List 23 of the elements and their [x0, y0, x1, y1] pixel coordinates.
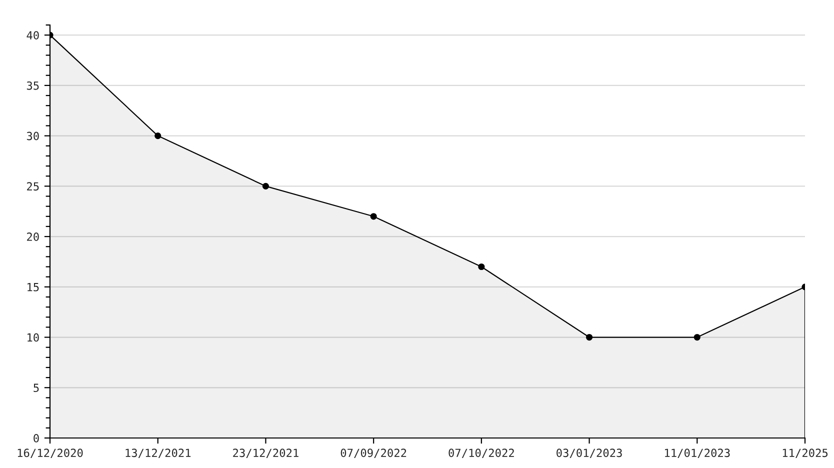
point: [478, 263, 485, 270]
point: [586, 334, 593, 341]
point: [370, 213, 377, 220]
y-tick-label: 20: [27, 232, 39, 241]
x-tick-label: 16/12/2020: [18, 448, 83, 458]
y-tick-label: 25: [27, 182, 39, 191]
x-tick-label: 07/09/2022: [340, 448, 406, 458]
x-tick-label: 07/10/2022: [448, 448, 514, 458]
point: [262, 182, 270, 190]
y-tick-label: 0: [34, 434, 39, 442]
x-tick-label: 11/2025: [782, 448, 828, 458]
y-tick-label: 40: [26, 31, 39, 40]
x-tick-label: 03/01/2023: [556, 448, 622, 458]
y-tick-label: 15: [28, 283, 39, 292]
point: [694, 334, 700, 341]
y-tick-label: 5: [34, 384, 39, 392]
y-tick-label: 35: [26, 81, 39, 90]
x-tick-label: 13/12/2021: [126, 448, 191, 458]
x-tick-label: 11/01/2023: [665, 448, 730, 458]
y-tick-label: 10: [28, 333, 39, 342]
point: [154, 132, 162, 140]
x-tick-label: 23/12/2021: [233, 448, 298, 458]
y-tick-label: 30: [26, 132, 39, 140]
